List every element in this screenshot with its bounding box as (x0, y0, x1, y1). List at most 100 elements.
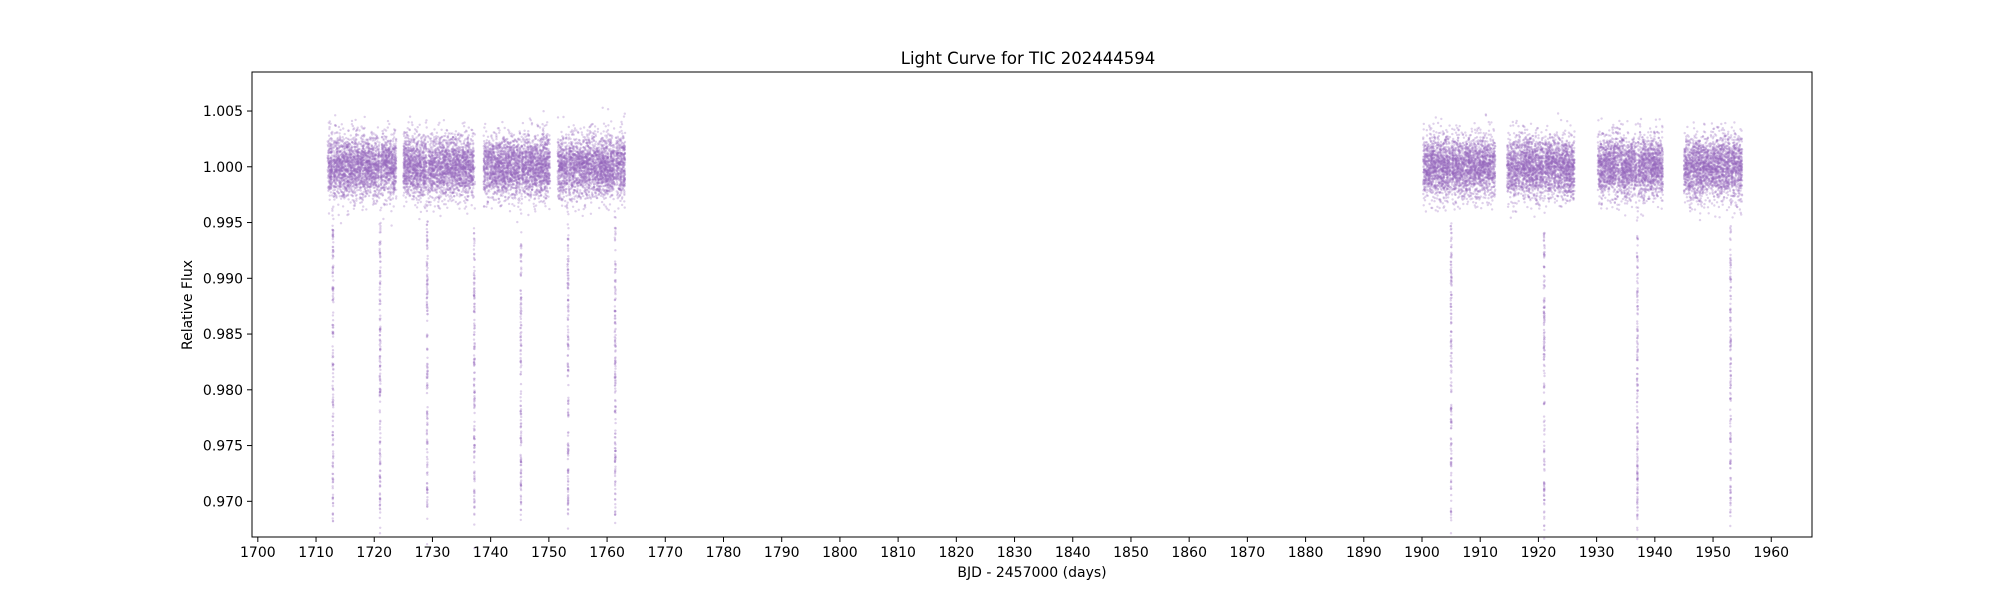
data-point (379, 423, 381, 425)
data-point (335, 125, 337, 127)
data-point (371, 162, 373, 164)
data-point (362, 205, 364, 207)
data-point (362, 134, 364, 136)
data-point (379, 460, 381, 462)
data-point (349, 150, 351, 152)
data-point (428, 197, 430, 199)
data-point (407, 147, 409, 149)
data-point (340, 174, 342, 176)
data-point (379, 456, 381, 458)
data-point (343, 195, 345, 197)
data-point (357, 149, 359, 151)
data-point (353, 161, 355, 163)
data-point (374, 178, 376, 180)
data-point (332, 352, 334, 354)
data-point (343, 191, 345, 193)
data-point (386, 203, 388, 205)
data-point (354, 148, 356, 150)
data-point (471, 204, 473, 206)
data-point (389, 145, 391, 147)
data-point (347, 171, 349, 173)
data-point (379, 373, 381, 375)
data-point (435, 135, 437, 137)
data-point (332, 326, 334, 328)
data-point (332, 287, 334, 289)
data-point (331, 210, 333, 212)
data-point (379, 255, 381, 257)
data-point (332, 462, 334, 464)
data-point (384, 155, 386, 157)
data-point (434, 150, 436, 152)
data-point (443, 198, 445, 200)
data-point (344, 133, 346, 135)
data-point (351, 181, 353, 183)
data-point (369, 137, 371, 139)
data-point (380, 160, 382, 162)
data-point (394, 147, 396, 149)
data-point (360, 193, 362, 195)
data-point (403, 192, 405, 194)
data-point (327, 156, 329, 158)
data-point (332, 477, 334, 479)
data-point (446, 207, 448, 209)
data-point (332, 255, 334, 257)
data-point (379, 338, 381, 340)
data-point (385, 160, 387, 162)
data-point (379, 270, 381, 272)
data-point (379, 286, 381, 288)
data-point (365, 152, 367, 154)
data-point (364, 188, 366, 190)
data-point (407, 121, 409, 123)
data-point (348, 142, 350, 144)
data-point (355, 195, 357, 197)
data-point (379, 383, 381, 385)
data-point (344, 146, 346, 148)
data-point (360, 150, 362, 152)
data-point (417, 202, 419, 204)
data-point (340, 144, 342, 146)
data-point (418, 144, 420, 146)
data-point (334, 175, 336, 177)
data-point (394, 183, 396, 185)
data-point (377, 183, 379, 185)
data-point (356, 171, 358, 173)
data-point (379, 527, 381, 529)
data-point (373, 201, 375, 203)
data-point (361, 138, 363, 140)
data-point (447, 200, 449, 202)
data-point (383, 169, 385, 171)
data-point (455, 130, 457, 132)
data-point (362, 170, 364, 172)
data-point (332, 413, 334, 415)
data-point (379, 266, 381, 268)
data-point (342, 127, 344, 129)
data-point (331, 356, 333, 358)
data-point (378, 191, 380, 193)
data-point (425, 121, 427, 123)
data-point (364, 175, 366, 177)
data-point (332, 396, 334, 398)
data-point (390, 139, 392, 141)
data-point (458, 202, 460, 204)
data-point (364, 116, 366, 118)
data-point (332, 425, 334, 427)
data-point (374, 191, 376, 193)
data-point (332, 206, 334, 208)
data-point (454, 133, 456, 135)
data-point (430, 177, 432, 179)
data-point (381, 178, 383, 180)
data-point (369, 148, 371, 150)
data-point (379, 319, 381, 321)
data-point (357, 183, 359, 185)
data-point (375, 184, 377, 186)
data-point (379, 193, 381, 195)
data-point (390, 210, 392, 212)
data-point (357, 160, 359, 162)
data-point (388, 182, 390, 184)
data-point (394, 155, 396, 157)
data-point (332, 512, 334, 514)
data-point (385, 171, 387, 173)
data-point (328, 212, 330, 214)
data-point (426, 456, 428, 458)
